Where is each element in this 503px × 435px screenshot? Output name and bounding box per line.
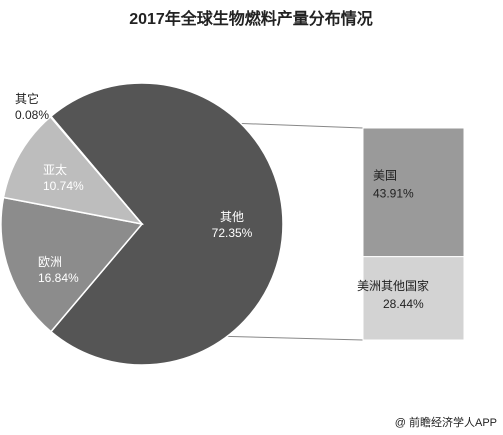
slice-value-label: 16.84% [38, 271, 79, 285]
breakdown-segment-item-7f8e56fd [362, 127, 465, 258]
breakdown-label: 美洲其他国家 [357, 278, 429, 293]
slice-label: 亚太 [43, 162, 67, 177]
breakdown-segment-item-7f8e6d3251764ed656fd5bb6 [362, 256, 465, 341]
pie-slice-item-51764ed6 [49, 82, 284, 366]
breakdown-value-label: 28.44% [383, 297, 424, 311]
slice-label: 欧洲 [38, 255, 62, 269]
chart-title: 2017年全球生物燃料产量分布情况 [129, 9, 373, 28]
slice-label: 其他 [220, 210, 244, 224]
breakdown-label: 美国 [373, 169, 397, 183]
slice-value-label: 10.74% [43, 179, 84, 193]
slice-value-label: 72.35% [212, 226, 253, 240]
pie-slice-item-51765b83 [49, 115, 143, 225]
source-note: @ 前瞻经济学人APP [395, 415, 497, 429]
slice-value-label: 0.08% [15, 108, 49, 122]
pie-slice-item-4e9a592a [2, 115, 144, 226]
pie-slice-item-6b276d32 [0, 196, 144, 333]
breakdown-value-label: 43.91% [373, 187, 414, 201]
slice-label: 其它 [15, 91, 39, 106]
